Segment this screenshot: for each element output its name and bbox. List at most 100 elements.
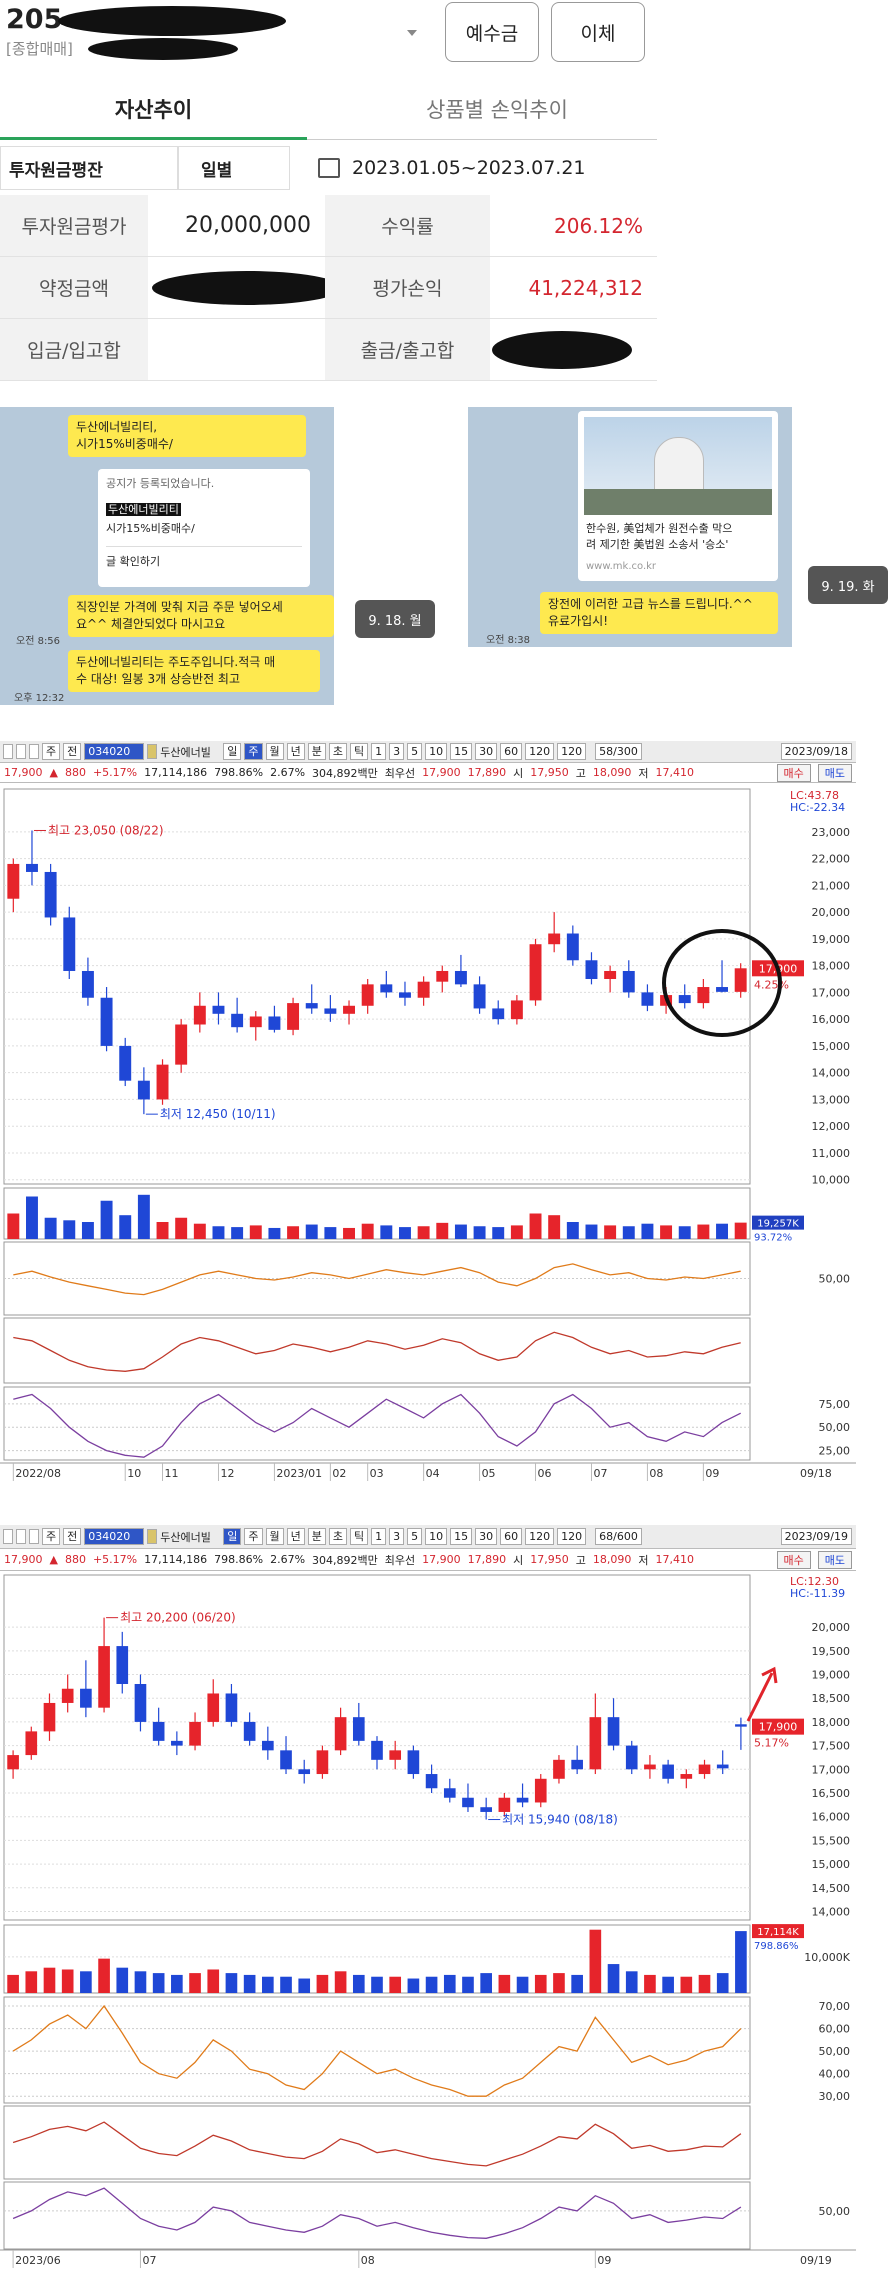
interval-button[interactable]: 10	[425, 1528, 448, 1545]
interval-button[interactable]: 5	[407, 1528, 423, 1545]
interval-button[interactable]: 60	[500, 1528, 523, 1545]
order-button[interactable]: 매도	[817, 763, 852, 782]
toolbar-button[interactable]: 주	[42, 743, 61, 760]
order-button[interactable]: 매수	[776, 763, 811, 782]
stock-icon[interactable]	[147, 1529, 158, 1544]
chart-date[interactable]: 2023/09/18	[780, 743, 852, 760]
volume-bar	[361, 1223, 374, 1239]
y-tick-label: 15,000	[812, 1858, 851, 1871]
interval-button[interactable]: 3	[389, 743, 405, 760]
period-button[interactable]: 주	[244, 1528, 263, 1545]
order-button[interactable]: 매도	[817, 1550, 852, 1569]
period-select[interactable]: 일별	[178, 146, 290, 190]
volume-bar	[589, 1929, 602, 1993]
toolbar-icon[interactable]	[3, 744, 13, 759]
period-button[interactable]: 분	[307, 1528, 326, 1545]
date-range[interactable]: 2023.01.05~2023.07.21	[352, 157, 586, 179]
quote-item: 18,090	[592, 1553, 632, 1566]
chart-canvas: 14,000 14,500 15,000 15,500 16,000 16,500 17,0…	[0, 1574, 856, 2268]
interval-button[interactable]: 1	[371, 743, 387, 760]
text: 한수원, 美업체가 원전수출 막으	[586, 522, 733, 535]
period-button[interactable]: 초	[328, 743, 347, 760]
interval-button[interactable]: 60	[500, 743, 523, 760]
interval-button[interactable]: 15	[450, 743, 473, 760]
interval-button[interactable]: 120	[557, 743, 587, 760]
candle-body	[462, 1797, 474, 1808]
candle-body	[298, 1769, 311, 1775]
dropdown-arrow[interactable]	[407, 30, 417, 36]
interval-button[interactable]: 1	[371, 1528, 387, 1545]
toolbar-button[interactable]: 전	[63, 743, 82, 760]
transfer-button[interactable]: 이체	[551, 2, 645, 62]
toolbar-icon[interactable]	[29, 1529, 39, 1544]
x-tick-label: 2022/08	[15, 1467, 61, 1480]
period-button[interactable]: 월	[265, 743, 284, 760]
text[interactable]: 글 확인하기	[106, 546, 302, 569]
volume-bar	[462, 1976, 474, 1993]
stock-code[interactable]: 034020	[84, 743, 145, 760]
candle-body	[44, 871, 57, 918]
y-tick-label: 40,00	[819, 2068, 851, 2081]
period-button[interactable]: 일	[223, 1528, 242, 1545]
quote-item: 880	[64, 766, 86, 779]
stock-code[interactable]: 034020	[84, 1528, 145, 1545]
volume-bar	[231, 1227, 244, 1239]
interval-button[interactable]: 120	[525, 743, 555, 760]
period-button[interactable]: 년	[286, 743, 305, 760]
divider	[307, 139, 657, 140]
interval-button[interactable]: 120	[525, 1528, 555, 1545]
period-button[interactable]: 틱	[350, 743, 369, 760]
news-card[interactable]: 한수원, 美업체가 원전수출 막으 려 제기한 美법원 소송서 '승소' www.…	[578, 411, 778, 581]
interval-button[interactable]: 30	[475, 743, 498, 760]
interval-button[interactable]: 30	[475, 1528, 498, 1545]
tab-active[interactable]: 자산추이	[114, 98, 193, 122]
toolbar-icon[interactable]	[16, 744, 26, 759]
toolbar-icon[interactable]	[3, 1529, 13, 1544]
period-button[interactable]: 월	[265, 1528, 284, 1545]
toolbar-button[interactable]: 주	[42, 1528, 61, 1545]
volume-bar	[137, 1194, 150, 1239]
candle-body	[334, 1717, 347, 1751]
volume-bar	[698, 1974, 711, 1993]
toolbar-icon[interactable]	[16, 1529, 26, 1544]
candle-body	[324, 1008, 337, 1014]
label-cell: 입금/입고합	[0, 319, 148, 381]
deposit-button[interactable]: 예수금	[445, 2, 539, 62]
volume-bar	[156, 1222, 169, 1239]
x-tick-label: 07	[593, 1467, 607, 1480]
stock-chart: 주 전 034020 두산에너빌 일 주 월 년 분 초 틱 1 3 5 10 15 30 60 120 120 68/…	[0, 1525, 856, 2271]
toolbar-icon[interactable]	[29, 744, 39, 759]
date-label: 9. 18. 월	[355, 600, 435, 638]
text: 유료가입시!	[548, 614, 609, 628]
interval-button[interactable]: 10	[425, 743, 448, 760]
tab[interactable]: 상품별 손익추이	[426, 98, 568, 122]
period-button[interactable]: 틱	[350, 1528, 369, 1545]
basis-select[interactable]: 투자원금평잔	[0, 146, 178, 190]
period-button[interactable]: 초	[328, 1528, 347, 1545]
candle-body	[407, 1750, 420, 1775]
candle-body	[156, 1064, 169, 1100]
interval-button[interactable]: 3	[389, 1528, 405, 1545]
toolbar-button[interactable]: 전	[63, 1528, 82, 1545]
text: 공지가 등록되었습니다.	[106, 477, 215, 490]
text: 려 제기한 美법원 소송서 '승소'	[586, 538, 729, 551]
stock-icon[interactable]	[147, 744, 158, 759]
interval-button[interactable]: 15	[450, 1528, 473, 1545]
x-tick-label: 09	[597, 2254, 611, 2267]
interval-button[interactable]: 120	[557, 1528, 587, 1545]
interval-button[interactable]: 5	[407, 743, 423, 760]
volume-bar	[352, 1974, 365, 1993]
order-button[interactable]: 매수	[776, 1550, 811, 1569]
period-button[interactable]: 분	[307, 743, 326, 760]
account-number: 205	[6, 4, 63, 35]
period-button[interactable]: 주	[244, 743, 263, 760]
candle-body	[189, 1721, 201, 1746]
notice-card[interactable]: 공지가 등록되었습니다. 두산에너빌리티 시가15%비중매수/ 글 확인하기	[98, 469, 310, 587]
candle-body	[134, 1683, 147, 1722]
quote-item: 고	[575, 766, 586, 780]
candle-body	[625, 1745, 638, 1770]
text: 두산에너빌리티는 주도주입니다.적극 매	[76, 655, 276, 669]
period-button[interactable]: 일	[223, 743, 242, 760]
period-button[interactable]: 년	[286, 1528, 305, 1545]
chart-date[interactable]: 2023/09/19	[780, 1528, 852, 1545]
